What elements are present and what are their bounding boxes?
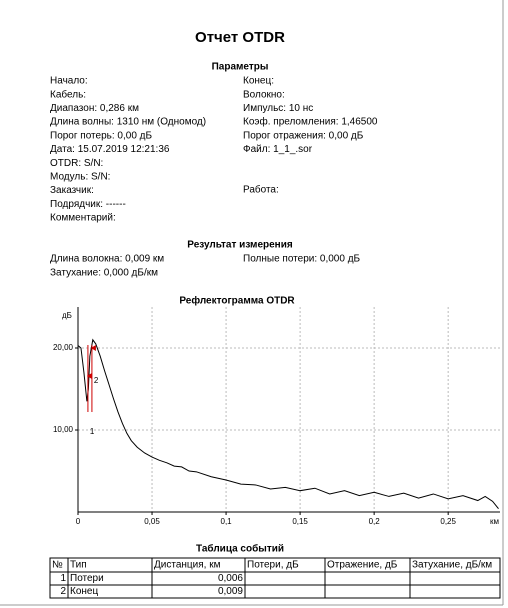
y-tick-label: 10,00 [53, 425, 74, 434]
event-label: 2 [94, 376, 99, 385]
result-item: Затухание: 0,000 дБ/км [50, 268, 158, 279]
param: Начало: [50, 76, 88, 87]
param: Коэф. преломления: 1,46500 [243, 116, 378, 128]
x-tick-label: 0,1 [221, 517, 233, 526]
param: Кабель: [50, 88, 86, 100]
param: Порог отражения: 0,00 дБ [243, 130, 364, 141]
table-value: 2 [60, 586, 66, 597]
event-arrow [86, 373, 92, 379]
param: Работа: [243, 184, 279, 196]
column-header: Дистанция, км [154, 560, 221, 571]
param: Дата: 15.07.2019 12:21:36 [50, 144, 170, 155]
result-item: Длина волокна: 0,009 км [50, 254, 164, 265]
column-header: Затухание, дБ/км [412, 560, 492, 571]
x-tick-label: 0 [76, 517, 81, 526]
column-header: Тип [70, 560, 87, 571]
x-tick-label: 0,05 [144, 517, 160, 526]
x-tick-label: 0,15 [292, 517, 308, 526]
x-tick-label: 0,2 [369, 517, 381, 526]
event-label: 1 [90, 427, 95, 436]
x-tick-label: 0,25 [440, 517, 456, 526]
result-item: Полные потери: 0,000 дБ [243, 254, 361, 265]
param: Модуль: S/N: [50, 172, 110, 183]
event-arrow [90, 345, 96, 351]
table-cell [244, 571, 326, 586]
table-value: 0,009 [218, 586, 243, 597]
param: Комментарий: [50, 213, 116, 224]
param: Файл: 1_1_.sor [243, 144, 313, 155]
table-cell [324, 584, 411, 599]
param: Импульс: 10 нс [243, 103, 313, 114]
param: Диапазон: 0,286 км [50, 103, 139, 114]
table-cell [409, 571, 501, 586]
table-cell [409, 584, 501, 599]
param: Конец: [243, 76, 274, 87]
chart-title: Рефлектограмма OTDR [179, 295, 295, 307]
param: Порог потерь: 0,00 дБ [50, 130, 152, 141]
table-cell [324, 571, 411, 586]
column-header: № [52, 560, 63, 571]
table-cell [244, 584, 326, 599]
param: Подрядчик: ------ [50, 199, 126, 210]
x-axis-unit: км [490, 517, 499, 526]
report-title: Отчет OTDR [195, 29, 285, 46]
param: Заказчик: [50, 185, 94, 196]
table-value: Потери [70, 573, 104, 584]
y-tick-label: 20,00 [53, 343, 74, 352]
param: OTDR: S/N: [50, 158, 103, 169]
table-value: Конец [70, 586, 98, 597]
table-title: Таблица событий [196, 543, 284, 555]
section-heading: Результат измерения [187, 240, 293, 251]
param: Длина волны: 1310 нм (Одномод) [50, 117, 206, 128]
column-header: Потери, дБ [247, 560, 299, 571]
table-value: 1 [60, 573, 66, 584]
column-header: Отражение, дБ [327, 560, 398, 571]
section-heading: Параметры [212, 62, 269, 73]
y-axis-label: дБ [62, 311, 72, 320]
table-value: 0,006 [218, 573, 243, 584]
param: Волокно: [243, 89, 285, 100]
trace [77, 338, 499, 510]
